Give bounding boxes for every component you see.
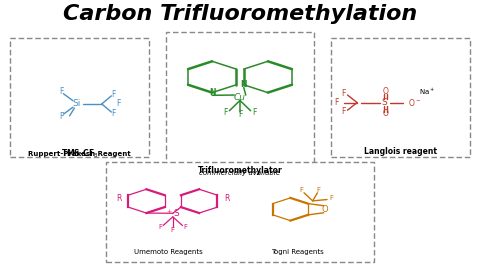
Text: F: F bbox=[341, 107, 346, 116]
Text: R: R bbox=[116, 194, 121, 203]
Text: F: F bbox=[238, 110, 242, 119]
Text: F: F bbox=[299, 187, 303, 193]
Text: Na$^+$: Na$^+$ bbox=[419, 87, 435, 97]
Text: F: F bbox=[223, 108, 228, 117]
Text: O: O bbox=[383, 87, 388, 96]
Text: commercially available: commercially available bbox=[199, 170, 281, 176]
Text: F: F bbox=[171, 227, 175, 232]
Text: F: F bbox=[252, 108, 257, 117]
Text: F: F bbox=[335, 98, 339, 107]
Text: Trifluoromethylator: Trifluoromethylator bbox=[198, 166, 282, 175]
Text: S: S bbox=[381, 98, 387, 107]
Text: F: F bbox=[341, 89, 346, 98]
Text: F: F bbox=[111, 90, 116, 99]
Bar bbox=[106, 162, 374, 262]
Text: N: N bbox=[240, 80, 247, 89]
Text: Langlois reagent: Langlois reagent bbox=[364, 147, 437, 156]
Text: O: O bbox=[383, 109, 388, 119]
Text: F: F bbox=[59, 112, 63, 122]
Text: R: R bbox=[224, 194, 229, 203]
Text: N: N bbox=[209, 88, 216, 97]
Text: Togni Reagents: Togni Reagents bbox=[271, 249, 324, 255]
Text: Ruppert-Prakash Reagent: Ruppert-Prakash Reagent bbox=[28, 151, 131, 157]
Text: $^+$S: $^+$S bbox=[165, 207, 180, 219]
Bar bbox=[10, 38, 149, 157]
Text: Umemoto Reagents: Umemoto Reagents bbox=[133, 249, 203, 255]
Text: F: F bbox=[330, 195, 334, 201]
Bar bbox=[331, 38, 470, 157]
Text: Cu: Cu bbox=[234, 93, 246, 102]
Text: Carbon Trifluoromethylation: Carbon Trifluoromethylation bbox=[63, 4, 417, 24]
Text: Si: Si bbox=[72, 99, 81, 109]
Text: F: F bbox=[111, 109, 116, 118]
Text: F: F bbox=[316, 187, 321, 193]
Text: F: F bbox=[59, 87, 64, 96]
Text: TMS-CF$_3$: TMS-CF$_3$ bbox=[60, 147, 98, 160]
Text: O: O bbox=[321, 205, 328, 214]
Text: O$^-$: O$^-$ bbox=[408, 97, 421, 108]
Bar bbox=[166, 32, 314, 173]
Text: F: F bbox=[158, 224, 162, 230]
Text: F: F bbox=[116, 99, 120, 109]
Text: F: F bbox=[183, 224, 187, 230]
